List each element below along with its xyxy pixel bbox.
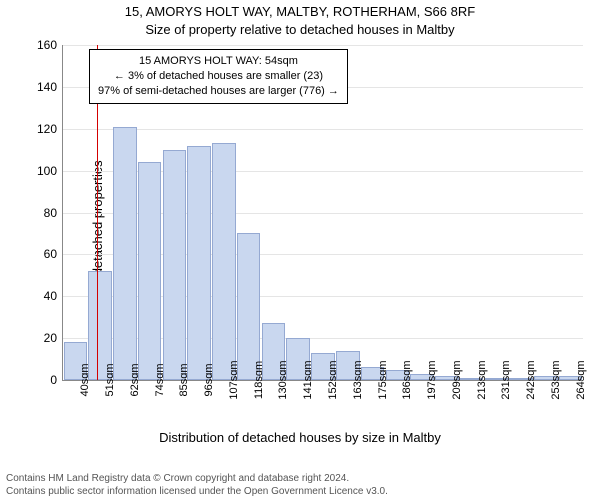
y-tick-label: 0: [50, 373, 63, 387]
x-tick-label: 213sqm: [472, 360, 488, 399]
histogram-bar: [163, 150, 187, 380]
histogram-bar: [212, 143, 236, 380]
x-tick-label: 175sqm: [373, 360, 389, 399]
annotation-line: 15 AMORYS HOLT WAY: 54sqm: [98, 54, 339, 69]
x-tick-label: 253sqm: [546, 360, 562, 399]
x-tick-label: 209sqm: [447, 360, 463, 399]
y-tick-label: 80: [44, 206, 63, 220]
x-tick-label: 163sqm: [348, 360, 364, 399]
y-tick-label: 100: [37, 164, 63, 178]
annotation-box: 15 AMORYS HOLT WAY: 54sqm← 3% of detache…: [89, 49, 348, 104]
x-tick-label: 197sqm: [422, 360, 438, 399]
y-tick-label: 160: [37, 38, 63, 52]
x-axis-label: Distribution of detached houses by size …: [0, 430, 600, 445]
footer-line-2: Contains public sector information licen…: [6, 486, 594, 499]
histogram-bar: [138, 162, 162, 380]
y-tick-label: 20: [44, 331, 63, 345]
x-tick-label: 242sqm: [521, 360, 537, 399]
histogram-bar: [187, 146, 211, 381]
histogram-bar: [113, 127, 137, 380]
annotation-line: 97% of semi-detached houses are larger (…: [98, 84, 339, 99]
y-tick-label: 140: [37, 80, 63, 94]
attribution-footer: Contains HM Land Registry data © Crown c…: [0, 473, 600, 498]
y-tick-label: 120: [37, 122, 63, 136]
histogram-bar: [237, 233, 261, 380]
y-tick-label: 40: [44, 289, 63, 303]
page-title: 15, AMORYS HOLT WAY, MALTBY, ROTHERHAM, …: [0, 4, 600, 19]
histogram-plot: 02040608010012014016040sqm51sqm62sqm74sq…: [62, 45, 583, 381]
x-tick-label: 231sqm: [496, 360, 512, 399]
grid-line: [63, 45, 583, 46]
x-tick-label: 186sqm: [397, 360, 413, 399]
annotation-line: ← 3% of detached houses are smaller (23): [98, 69, 339, 84]
grid-line: [63, 129, 583, 130]
y-tick-label: 60: [44, 247, 63, 261]
page-subtitle: Size of property relative to detached ho…: [0, 22, 600, 37]
footer-line-1: Contains HM Land Registry data © Crown c…: [6, 473, 594, 486]
x-tick-label: 264sqm: [571, 360, 587, 399]
